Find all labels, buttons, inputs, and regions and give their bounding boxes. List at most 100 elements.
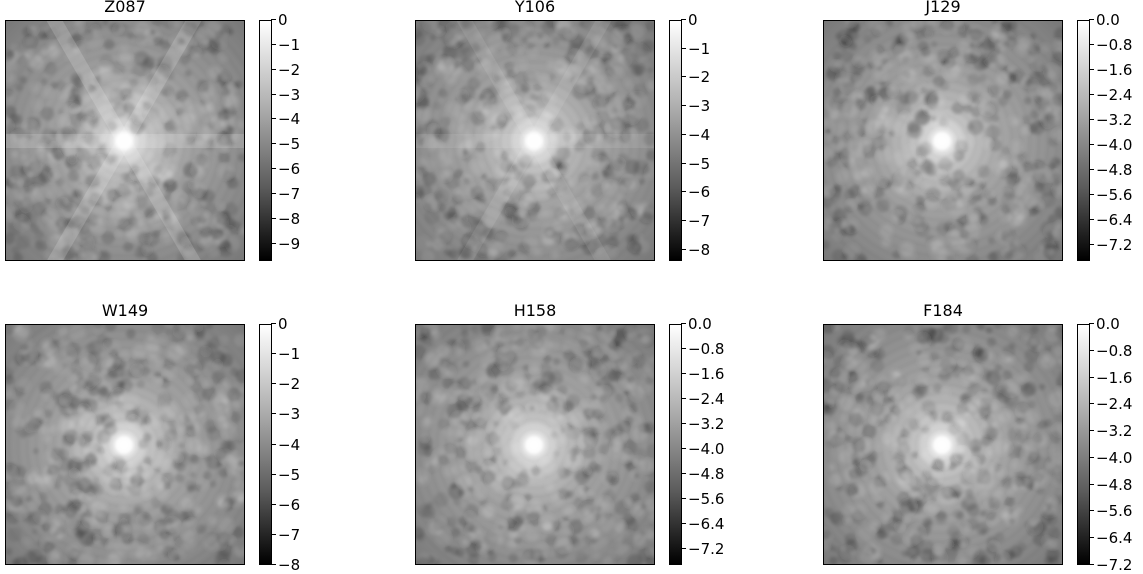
tick-label: −3 [688,97,711,116]
colorbar-tick: 0 [681,11,771,29]
tick-mark [1089,430,1094,432]
tick-mark [1089,194,1094,196]
tick-label: 0 [278,11,288,29]
colorbar-tick: −0.8 [1089,342,1143,360]
tick-mark [271,413,276,415]
colorbar-tick: −5.6 [1089,186,1143,204]
colorbar [1077,324,1090,565]
panel-title: W149 [101,301,149,320]
panel-title: Y106 [514,0,556,16]
colorbar-tick: −6.4 [681,515,771,533]
psf-speckle [416,325,654,564]
tick-mark [271,564,276,565]
tick-label: −1.6 [688,365,725,384]
colorbar-tick: 0.0 [681,315,771,333]
tick-mark [681,473,686,475]
panel-title: H158 [513,301,557,320]
colorbar-tick: −3.2 [681,415,771,433]
tick-mark [271,217,276,219]
tick-label: −5 [278,465,301,484]
tick-mark [1089,219,1094,221]
tick-mark [271,43,276,45]
tick-mark [1089,94,1094,96]
tick-label: −1.6 [1096,368,1133,387]
tick-mark [1089,244,1094,246]
colorbar-tick: −2 [681,68,771,86]
tick-mark [681,47,686,49]
tick-label: −8 [688,240,711,259]
tick-mark [271,323,276,324]
tick-label: −6 [278,495,301,514]
tick-mark [681,448,686,450]
colorbar-tick: −4.8 [681,465,771,483]
tick-mark [1089,510,1094,512]
colorbar-tick: −2 [271,61,361,79]
colorbar [259,20,272,261]
tick-mark [681,19,686,20]
tick-mark [681,423,686,425]
tick-label: −0.8 [688,340,725,358]
colorbar-tick: −6.4 [1089,211,1143,229]
tick-mark [1089,119,1094,121]
colorbar-tick: 0 [271,315,361,333]
colorbar-tick: −1 [271,345,361,363]
colorbar-tick: −4 [271,436,361,454]
colorbar-tick: −6 [681,183,771,201]
tick-label: −7.2 [1096,236,1133,255]
tick-label: −7 [278,184,301,203]
tick-mark [681,76,686,78]
tick-mark [681,548,686,550]
colorbar-tick: −3 [681,97,771,115]
tick-mark [1089,564,1094,565]
colorbar-tick: −6 [271,160,361,178]
psf-panel: F184 0.0 −0.8 −1.6 −2.4 −3.2 −4.0 −4.8 −5.6 −6.4 −… [818,302,1143,574]
tick-label: −3 [278,85,301,104]
tick-label: −4 [278,435,301,454]
tick-mark [1089,44,1094,45]
tick-mark [271,242,276,244]
psf-speckle [6,21,244,260]
colorbar-tick: −4.8 [1089,476,1143,494]
psf-core [525,436,543,454]
tick-label: −7.2 [688,540,725,559]
tick-label: −5 [688,154,711,173]
tick-mark [271,443,276,445]
tick-label: −3.2 [688,415,725,434]
psf-speckle [416,21,654,260]
tick-label: −4 [688,125,711,144]
tick-mark [271,192,276,194]
tick-label: −4.0 [688,440,725,459]
tick-label: −4.8 [688,465,725,484]
colorbar-tick: −7 [681,212,771,230]
tick-mark [681,398,686,400]
psf-core [933,132,951,150]
colorbar-tick: −0.8 [1089,36,1143,54]
tick-label: −4.8 [1096,475,1133,494]
colorbar-ticks: 0 −1 −2 −3 −4 −5 −6 −7 −8 [271,315,361,574]
colorbar-tick: −2 [271,375,361,393]
colorbar-tick: −7.2 [1089,556,1143,574]
tick-mark [1089,69,1094,71]
tick-label: −8 [278,209,301,228]
tick-mark [1089,144,1094,146]
colorbar-tick: −5 [271,466,361,484]
colorbar-tick: −1 [271,36,361,54]
tick-mark [271,473,276,475]
psf-core [525,132,543,150]
tick-mark [271,143,276,145]
colorbar-tick: −2.4 [681,390,771,408]
tick-label: −3.2 [1096,111,1133,130]
tick-label: −6.4 [1096,529,1133,548]
colorbar-tick: −3 [271,86,361,104]
colorbar-ticks: 0.0 −0.8 −1.6 −2.4 −3.2 −4.0 −4.8 −5.6 −6.4 −7.2 [681,315,771,565]
colorbar-tick: −5.6 [1089,502,1143,520]
tick-mark [1089,483,1094,485]
colorbar-tick: −1.6 [681,365,771,383]
tick-mark [1089,349,1094,351]
tick-mark [681,105,686,107]
tick-mark [271,118,276,120]
panel-title: Z087 [104,0,146,16]
colorbar-tick: 0 [271,11,361,29]
tick-label: −1.6 [1096,61,1133,80]
psf-speckle [6,325,244,564]
